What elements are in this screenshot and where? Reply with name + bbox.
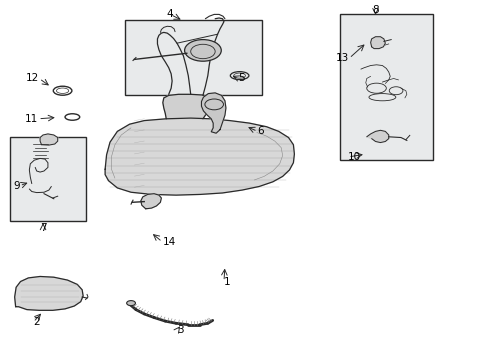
Text: 5: 5: [238, 73, 245, 84]
Polygon shape: [141, 194, 161, 209]
Text: 11: 11: [25, 114, 38, 124]
Polygon shape: [163, 94, 211, 119]
Text: 14: 14: [162, 237, 175, 247]
Polygon shape: [105, 118, 294, 195]
Polygon shape: [370, 37, 385, 49]
Text: 2: 2: [33, 317, 40, 327]
Text: 3: 3: [177, 325, 183, 336]
Bar: [10, 137, 85, 221]
Bar: [339, 14, 432, 160]
Bar: [124, 20, 261, 95]
Text: 1: 1: [224, 276, 230, 287]
Text: 13: 13: [335, 53, 348, 63]
Polygon shape: [15, 276, 83, 310]
Text: 4: 4: [166, 9, 173, 19]
Text: 8: 8: [371, 5, 378, 15]
Polygon shape: [40, 134, 58, 145]
Ellipse shape: [184, 40, 221, 61]
Text: 10: 10: [347, 152, 361, 162]
Text: 7: 7: [40, 222, 46, 233]
Ellipse shape: [126, 301, 135, 306]
Text: 12: 12: [26, 73, 39, 84]
Text: 9: 9: [13, 181, 20, 191]
Polygon shape: [201, 93, 225, 133]
Polygon shape: [366, 130, 388, 143]
Text: 6: 6: [257, 126, 264, 136]
